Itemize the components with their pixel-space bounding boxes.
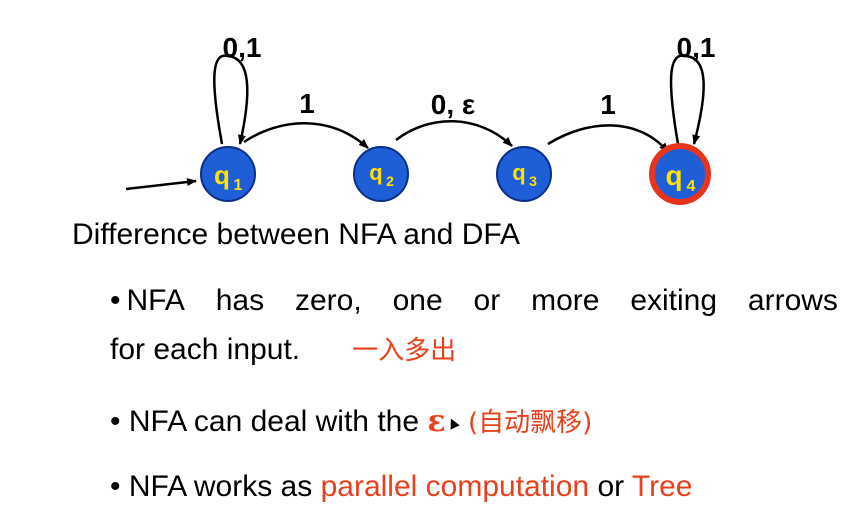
state-q4: q 4 xyxy=(649,143,711,205)
bullet-3-text: NFA works as xyxy=(128,470,313,503)
bullet-1-line-1: • NFA has zero, one or more exiting arrow… xyxy=(110,284,838,318)
bullet-dot: • xyxy=(110,284,121,317)
bullet-1: • NFA has zero, one or more exiting arrow… xyxy=(110,284,840,318)
nfa-state-diagram: 0,1 1 0, ε 1 0,1 q 1 q 2 q 3 q 4 xyxy=(125,32,716,205)
bullet-2-text: NFA can deal with the xyxy=(128,405,420,438)
state-q4-subscript: 4 xyxy=(687,178,696,195)
bullet-2: • NFA can deal with the ε (自动飘移) xyxy=(110,402,592,439)
state-q1-subscript: 1 xyxy=(234,177,243,194)
bullet-3-highlight-2: Tree xyxy=(631,470,693,503)
slide-heading: Difference between NFA and DFA xyxy=(72,218,521,251)
bullet-1-cjk-note: 一入多出 xyxy=(352,336,457,366)
bullet-1-word-4: or xyxy=(473,284,501,317)
bullet-dot: • xyxy=(110,470,121,503)
start-arrow xyxy=(125,178,197,191)
bullet-3-highlight-1: parallel computation xyxy=(320,470,590,503)
state-q2-label: q xyxy=(369,160,382,185)
bullet-2-epsilon: ε xyxy=(427,404,446,439)
bullet-1-word: • NFA xyxy=(110,284,185,318)
state-q4-circle xyxy=(649,143,711,205)
state-q3: q 3 xyxy=(496,146,552,202)
bullet-1-line-2-text: for each input. xyxy=(110,333,301,366)
bullet-3: • NFA works as parallel computation or T… xyxy=(110,470,693,504)
transition-label-q4-q4: 0,1 xyxy=(677,32,716,63)
transition-q4-q4 xyxy=(669,54,705,145)
state-q2-subscript: 2 xyxy=(386,173,394,189)
transition-label-q3-q4: 1 xyxy=(600,89,616,120)
state-q2-circle xyxy=(353,146,409,202)
bullet-1-word-5: more xyxy=(531,284,600,317)
transition-q2-q3 xyxy=(395,120,513,147)
bullet-3-connector: or xyxy=(597,470,625,503)
state-q2: q 2 xyxy=(353,146,409,202)
bullet-1-line-2: for each input. 一入多出 xyxy=(110,330,456,367)
transition-q1-q1 xyxy=(213,54,249,145)
state-q4-label: q xyxy=(665,160,682,191)
transition-label-q1-q1: 0,1 xyxy=(223,32,262,63)
state-q3-circle xyxy=(496,146,552,202)
bullet-1-word-1: has xyxy=(215,284,265,317)
bullet-2-cjk-note: (自动飘移) xyxy=(467,408,593,438)
transition-label-q2-q3: 0, ε xyxy=(431,89,475,120)
state-q1-circle xyxy=(200,146,256,202)
state-q3-subscript: 3 xyxy=(529,173,537,189)
state-q3-label: q xyxy=(512,160,525,185)
bullet-1-word-0: NFA xyxy=(126,284,185,317)
transition-label-q1-q2: 1 xyxy=(299,88,315,119)
bullet-1-word-3: one xyxy=(392,284,443,317)
transition-q1-q2 xyxy=(243,122,369,149)
bullet-dot: • xyxy=(110,405,121,438)
transition-q3-q4 xyxy=(547,124,669,153)
bullet-1-word-7: arrows xyxy=(747,284,838,317)
state-q1: q 1 xyxy=(200,146,256,202)
bullet-1-word-2: zero, xyxy=(295,284,362,317)
bullet-1-word-6: exiting xyxy=(630,284,718,317)
mouse-cursor-icon xyxy=(445,416,460,430)
state-q1-label: q xyxy=(214,160,230,190)
